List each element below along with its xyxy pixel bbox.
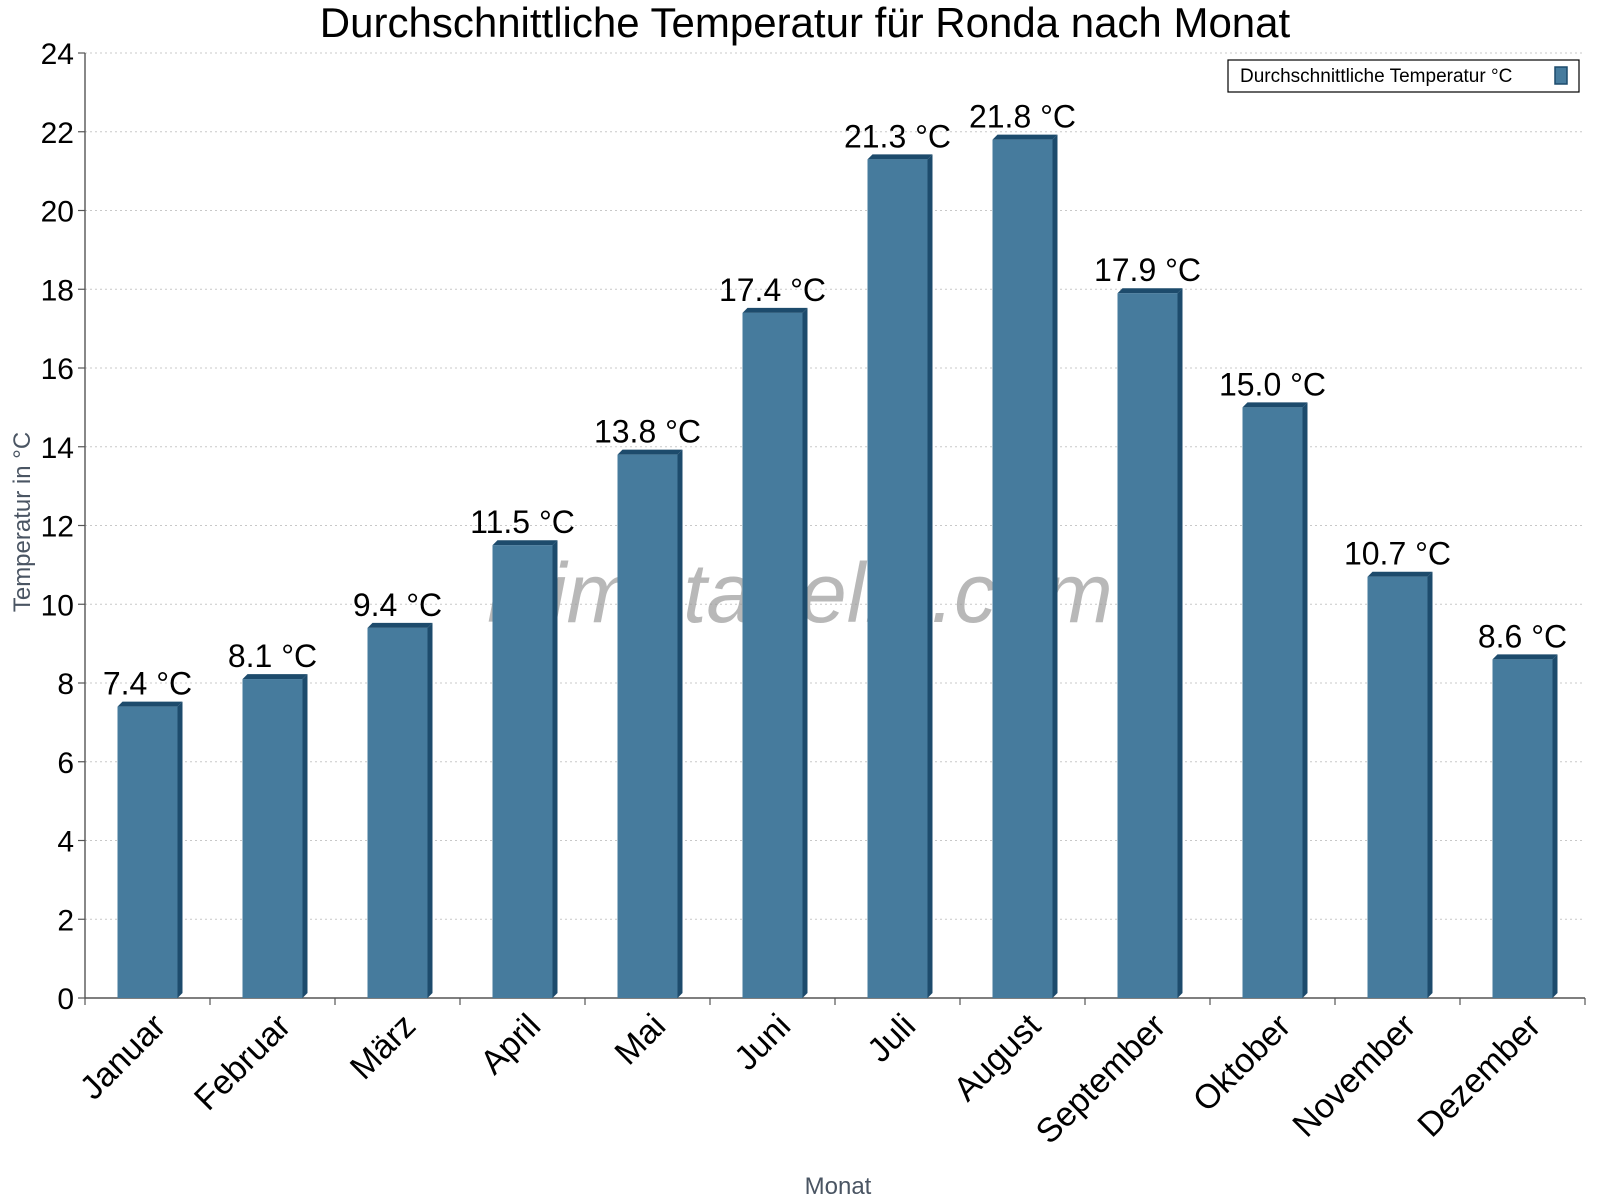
y-tick-label: 12	[41, 511, 74, 544]
y-tick-label: 10	[41, 589, 74, 622]
data-label: 13.8 °C	[594, 414, 701, 450]
bar	[742, 307, 808, 998]
bar-side	[302, 674, 308, 998]
bar-top	[1117, 288, 1183, 294]
legend-box	[1227, 59, 1580, 93]
data-label: 11.5 °C	[470, 504, 575, 540]
x-tick-label: Januar	[73, 1007, 173, 1107]
chart-title: Durchschnittliche Temperatur für Ronda n…	[320, 0, 1291, 46]
x-tick-label: Februar	[187, 1007, 298, 1118]
x-tick-label: September	[1029, 1007, 1173, 1151]
bar-top	[1492, 654, 1558, 660]
x-tick-label: Juni	[727, 1007, 798, 1078]
x-tick-label: Mai	[608, 1007, 674, 1073]
y-axis-label: Temperatur in °C	[9, 432, 36, 612]
bar-side	[1302, 402, 1308, 998]
data-label: 21.3 °C	[844, 118, 951, 154]
data-label: 10.7 °C	[1344, 536, 1451, 572]
y-tick-label: 22	[41, 117, 74, 150]
bar	[1242, 402, 1308, 998]
y-tick-label: 6	[57, 747, 74, 780]
bar	[992, 134, 1058, 998]
bar-side	[1427, 571, 1433, 998]
bar-top	[992, 134, 1058, 140]
bar-top	[367, 622, 433, 628]
bar	[1492, 654, 1558, 998]
x-tick-label: April	[473, 1007, 548, 1082]
y-tick-label: 24	[41, 38, 74, 71]
x-tick-label: August	[946, 1006, 1048, 1108]
y-tick-label: 2	[57, 904, 74, 937]
bar-front	[742, 312, 803, 998]
bar-side	[1552, 654, 1558, 998]
bar-top	[242, 674, 308, 680]
bar-front	[617, 454, 678, 998]
bar-top	[742, 307, 808, 313]
y-tick-label: 4	[57, 826, 74, 859]
bar-top	[1242, 402, 1308, 408]
y-tick-label: 0	[57, 983, 74, 1016]
bar-front	[1367, 576, 1428, 998]
y-tick-label: 20	[41, 196, 74, 229]
bar	[1367, 571, 1433, 998]
bar-front	[1117, 293, 1178, 998]
x-tick-label: Juli	[860, 1007, 923, 1070]
bar-side	[552, 540, 558, 998]
bar-front	[867, 159, 928, 998]
bar-front	[242, 679, 303, 998]
bar-front	[1242, 407, 1303, 998]
bar	[117, 701, 183, 998]
x-tick-label: März	[343, 1007, 423, 1087]
legend-label: Durchschnittliche Temperatur °C	[1240, 66, 1512, 87]
bar-front	[117, 706, 178, 998]
y-tick-label: 8	[57, 668, 74, 701]
legend: Durchschnittliche Temperatur °C	[1227, 59, 1580, 93]
gridlines	[85, 52, 1585, 999]
x-tick-label: Oktober	[1186, 1007, 1298, 1119]
legend-swatch	[1554, 66, 1568, 85]
x-tick-label: Dezember	[1410, 1007, 1548, 1145]
bar	[367, 622, 433, 998]
data-label: 8.6 °C	[1478, 618, 1567, 654]
bar-side	[427, 622, 433, 998]
bar	[492, 540, 558, 998]
data-label: 9.4 °C	[353, 587, 442, 623]
data-label: 8.1 °C	[228, 638, 317, 674]
data-label: 17.4 °C	[719, 272, 826, 308]
bar-front	[1492, 659, 1553, 998]
bar-front	[492, 545, 553, 998]
bar-front	[992, 139, 1053, 998]
y-tick-label: 14	[41, 432, 74, 465]
data-label: 17.9 °C	[1094, 252, 1201, 288]
data-labels: 7.4 °C 8.1 °C 9.4 °C 11.5 °C 13.8 °C 17.4 °C 2…	[103, 99, 1567, 702]
bar	[1117, 288, 1183, 998]
bar-top	[492, 540, 558, 546]
bar	[617, 449, 683, 998]
bar-side	[927, 154, 933, 998]
bar-side	[1177, 288, 1183, 998]
data-label: 15.0 °C	[1219, 366, 1326, 402]
bar-side	[802, 307, 808, 998]
data-label: 7.4 °C	[103, 666, 192, 702]
bar-top	[867, 154, 933, 160]
bars	[117, 134, 1558, 998]
bar-side	[177, 701, 183, 998]
x-axis: Januar Februar März April Mai Juni Juli AugustS…	[73, 997, 1586, 1151]
bar-top	[617, 449, 683, 455]
bar-side	[1052, 134, 1058, 998]
x-tick-label: November	[1285, 1007, 1423, 1145]
x-axis-label: Monat	[805, 1173, 872, 1200]
bar-side	[677, 449, 683, 998]
bar	[867, 154, 933, 998]
bar-top	[1367, 571, 1433, 577]
bar-top	[117, 701, 183, 707]
y-tick-label: 18	[41, 274, 74, 307]
bar-front	[367, 627, 428, 998]
data-label: 21.8 °C	[969, 99, 1076, 135]
y-tick-label: 16	[41, 353, 74, 386]
bar	[242, 674, 308, 998]
